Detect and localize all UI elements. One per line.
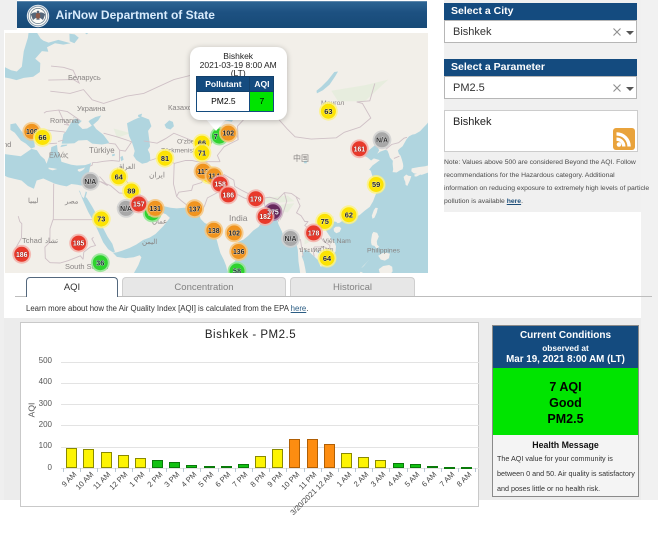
svg-text:العراق: العراق	[117, 163, 135, 171]
svg-text:64: 64	[115, 173, 124, 182]
svg-text:Украина: Украина	[77, 104, 106, 113]
svg-text:اليمن: اليمن	[142, 238, 157, 246]
svg-text:ประเทศไทย: ประเทศไทย	[299, 246, 334, 254]
svg-text:66: 66	[198, 139, 206, 148]
svg-text:Tchad: Tchad	[22, 236, 42, 245]
svg-text:Казахстан: Казахстан	[168, 103, 203, 112]
svg-text:63: 63	[324, 107, 332, 116]
svg-text:185: 185	[73, 241, 85, 248]
svg-text:nd: nd	[5, 140, 11, 149]
svg-text:ایران: ایران	[149, 171, 165, 180]
svg-text:مصر: مصر	[64, 199, 79, 206]
svg-text:131: 131	[149, 206, 161, 213]
svg-text:182: 182	[259, 214, 271, 221]
svg-text:62: 62	[345, 210, 353, 219]
svg-text:75: 75	[321, 217, 329, 226]
svg-text:136: 136	[233, 249, 245, 256]
svg-text:Türkmenistan: Türkmenistan	[161, 148, 202, 155]
svg-text:7: 7	[214, 132, 218, 141]
svg-text:Türkiye: Türkiye	[89, 146, 115, 155]
svg-text:186: 186	[16, 252, 28, 259]
svg-text:71: 71	[198, 148, 206, 157]
svg-text:186: 186	[223, 193, 235, 200]
svg-text:102: 102	[228, 231, 240, 238]
svg-text:375: 375	[267, 209, 279, 216]
svg-text:N/A: N/A	[376, 137, 388, 144]
svg-text:Việt Nam: Việt Nam	[323, 238, 351, 245]
svg-text:中国: 中国	[293, 153, 309, 163]
svg-text:N/A: N/A	[84, 179, 96, 186]
svg-text:N/A: N/A	[120, 206, 132, 213]
svg-text:89: 89	[127, 187, 135, 196]
svg-text:South Sudan: South Sudan	[65, 262, 108, 271]
svg-text:عمان: عمان	[152, 218, 167, 226]
svg-text:59: 59	[372, 180, 380, 189]
svg-text:58: 58	[233, 267, 241, 273]
svg-text:179: 179	[250, 196, 262, 203]
svg-text:137: 137	[189, 206, 201, 213]
svg-text:66: 66	[38, 133, 46, 142]
svg-text:N/A: N/A	[285, 236, 297, 243]
svg-text:Romania: Romania	[50, 116, 79, 125]
svg-text:73: 73	[97, 215, 105, 224]
svg-text:ليبيا: ليبيا	[28, 197, 38, 205]
svg-text:Ελλάς: Ελλάς	[49, 151, 69, 160]
svg-text:36: 36	[96, 258, 104, 267]
svg-text:161: 161	[354, 146, 366, 153]
svg-text:تشاد: تشاد	[45, 237, 58, 245]
svg-text:Беларусь: Беларусь	[68, 73, 101, 82]
svg-text:India: India	[229, 213, 248, 223]
svg-text:158: 158	[214, 182, 226, 189]
svg-text:Philippines: Philippines	[367, 248, 400, 255]
svg-text:81: 81	[161, 154, 169, 163]
svg-text:64: 64	[323, 254, 332, 263]
svg-text:178: 178	[308, 231, 320, 238]
svg-text:108: 108	[26, 129, 38, 136]
svg-text:102: 102	[223, 131, 235, 138]
svg-text:113: 113	[197, 169, 208, 176]
svg-text:138: 138	[208, 228, 220, 235]
svg-text:157: 157	[133, 202, 145, 209]
